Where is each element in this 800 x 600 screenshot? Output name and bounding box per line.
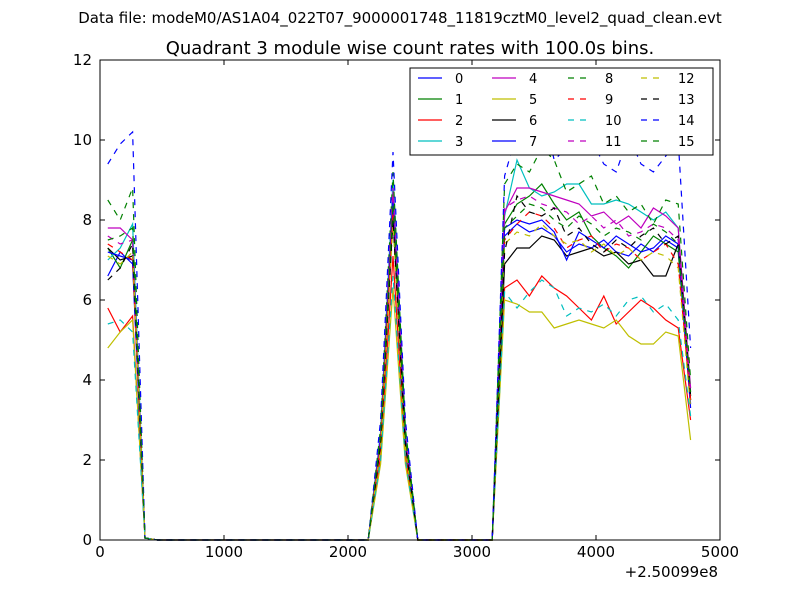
y-tick-label: 10 bbox=[73, 131, 92, 149]
series-12-line bbox=[107, 223, 692, 541]
legend-label-11: 11 bbox=[605, 135, 622, 150]
legend-label-1: 1 bbox=[455, 93, 463, 108]
series-10-line bbox=[107, 275, 692, 541]
x-tick-label: 3000 bbox=[453, 543, 491, 561]
legend-frame bbox=[409, 67, 714, 156]
y-tick-label: 6 bbox=[82, 291, 92, 309]
series-layer bbox=[107, 105, 692, 541]
legend-label-13: 13 bbox=[678, 93, 695, 108]
plot-frame bbox=[99, 59, 721, 541]
legend-label-8: 8 bbox=[605, 72, 613, 87]
x-tick-label: 2000 bbox=[329, 543, 367, 561]
x-offset-label: +2.50099e8 bbox=[625, 563, 718, 581]
x-tick-label: 5000 bbox=[701, 543, 739, 561]
legend-label-12: 12 bbox=[678, 72, 695, 87]
y-tick-label: 2 bbox=[82, 451, 92, 469]
legend-label-14: 14 bbox=[678, 114, 695, 129]
y-tick-label: 12 bbox=[73, 51, 92, 69]
legend-label-10: 10 bbox=[605, 114, 622, 129]
legend-label-9: 9 bbox=[605, 93, 613, 108]
legend-label-6: 6 bbox=[529, 114, 537, 129]
x-tick-label: 4000 bbox=[577, 543, 615, 561]
legend-label-0: 0 bbox=[455, 72, 463, 87]
x-tick-label: 1000 bbox=[205, 543, 243, 561]
y-tick-label: 8 bbox=[82, 211, 92, 229]
legend-label-7: 7 bbox=[529, 135, 537, 150]
legend-label-3: 3 bbox=[455, 135, 463, 150]
legend-label-5: 5 bbox=[529, 93, 537, 108]
legend-label-2: 2 bbox=[455, 114, 463, 129]
legend-label-4: 4 bbox=[529, 72, 537, 87]
x-tick-label: 0 bbox=[95, 543, 105, 561]
chart-title: Quadrant 3 module wise count rates with … bbox=[166, 38, 655, 59]
y-tick-label: 4 bbox=[82, 371, 92, 389]
legend-label-15: 15 bbox=[678, 135, 695, 150]
y-tick-label: 0 bbox=[82, 531, 92, 549]
suptitle: Data file: modeM0/AS1A04_022T07_90000017… bbox=[78, 9, 722, 28]
series-8-line bbox=[107, 147, 692, 541]
